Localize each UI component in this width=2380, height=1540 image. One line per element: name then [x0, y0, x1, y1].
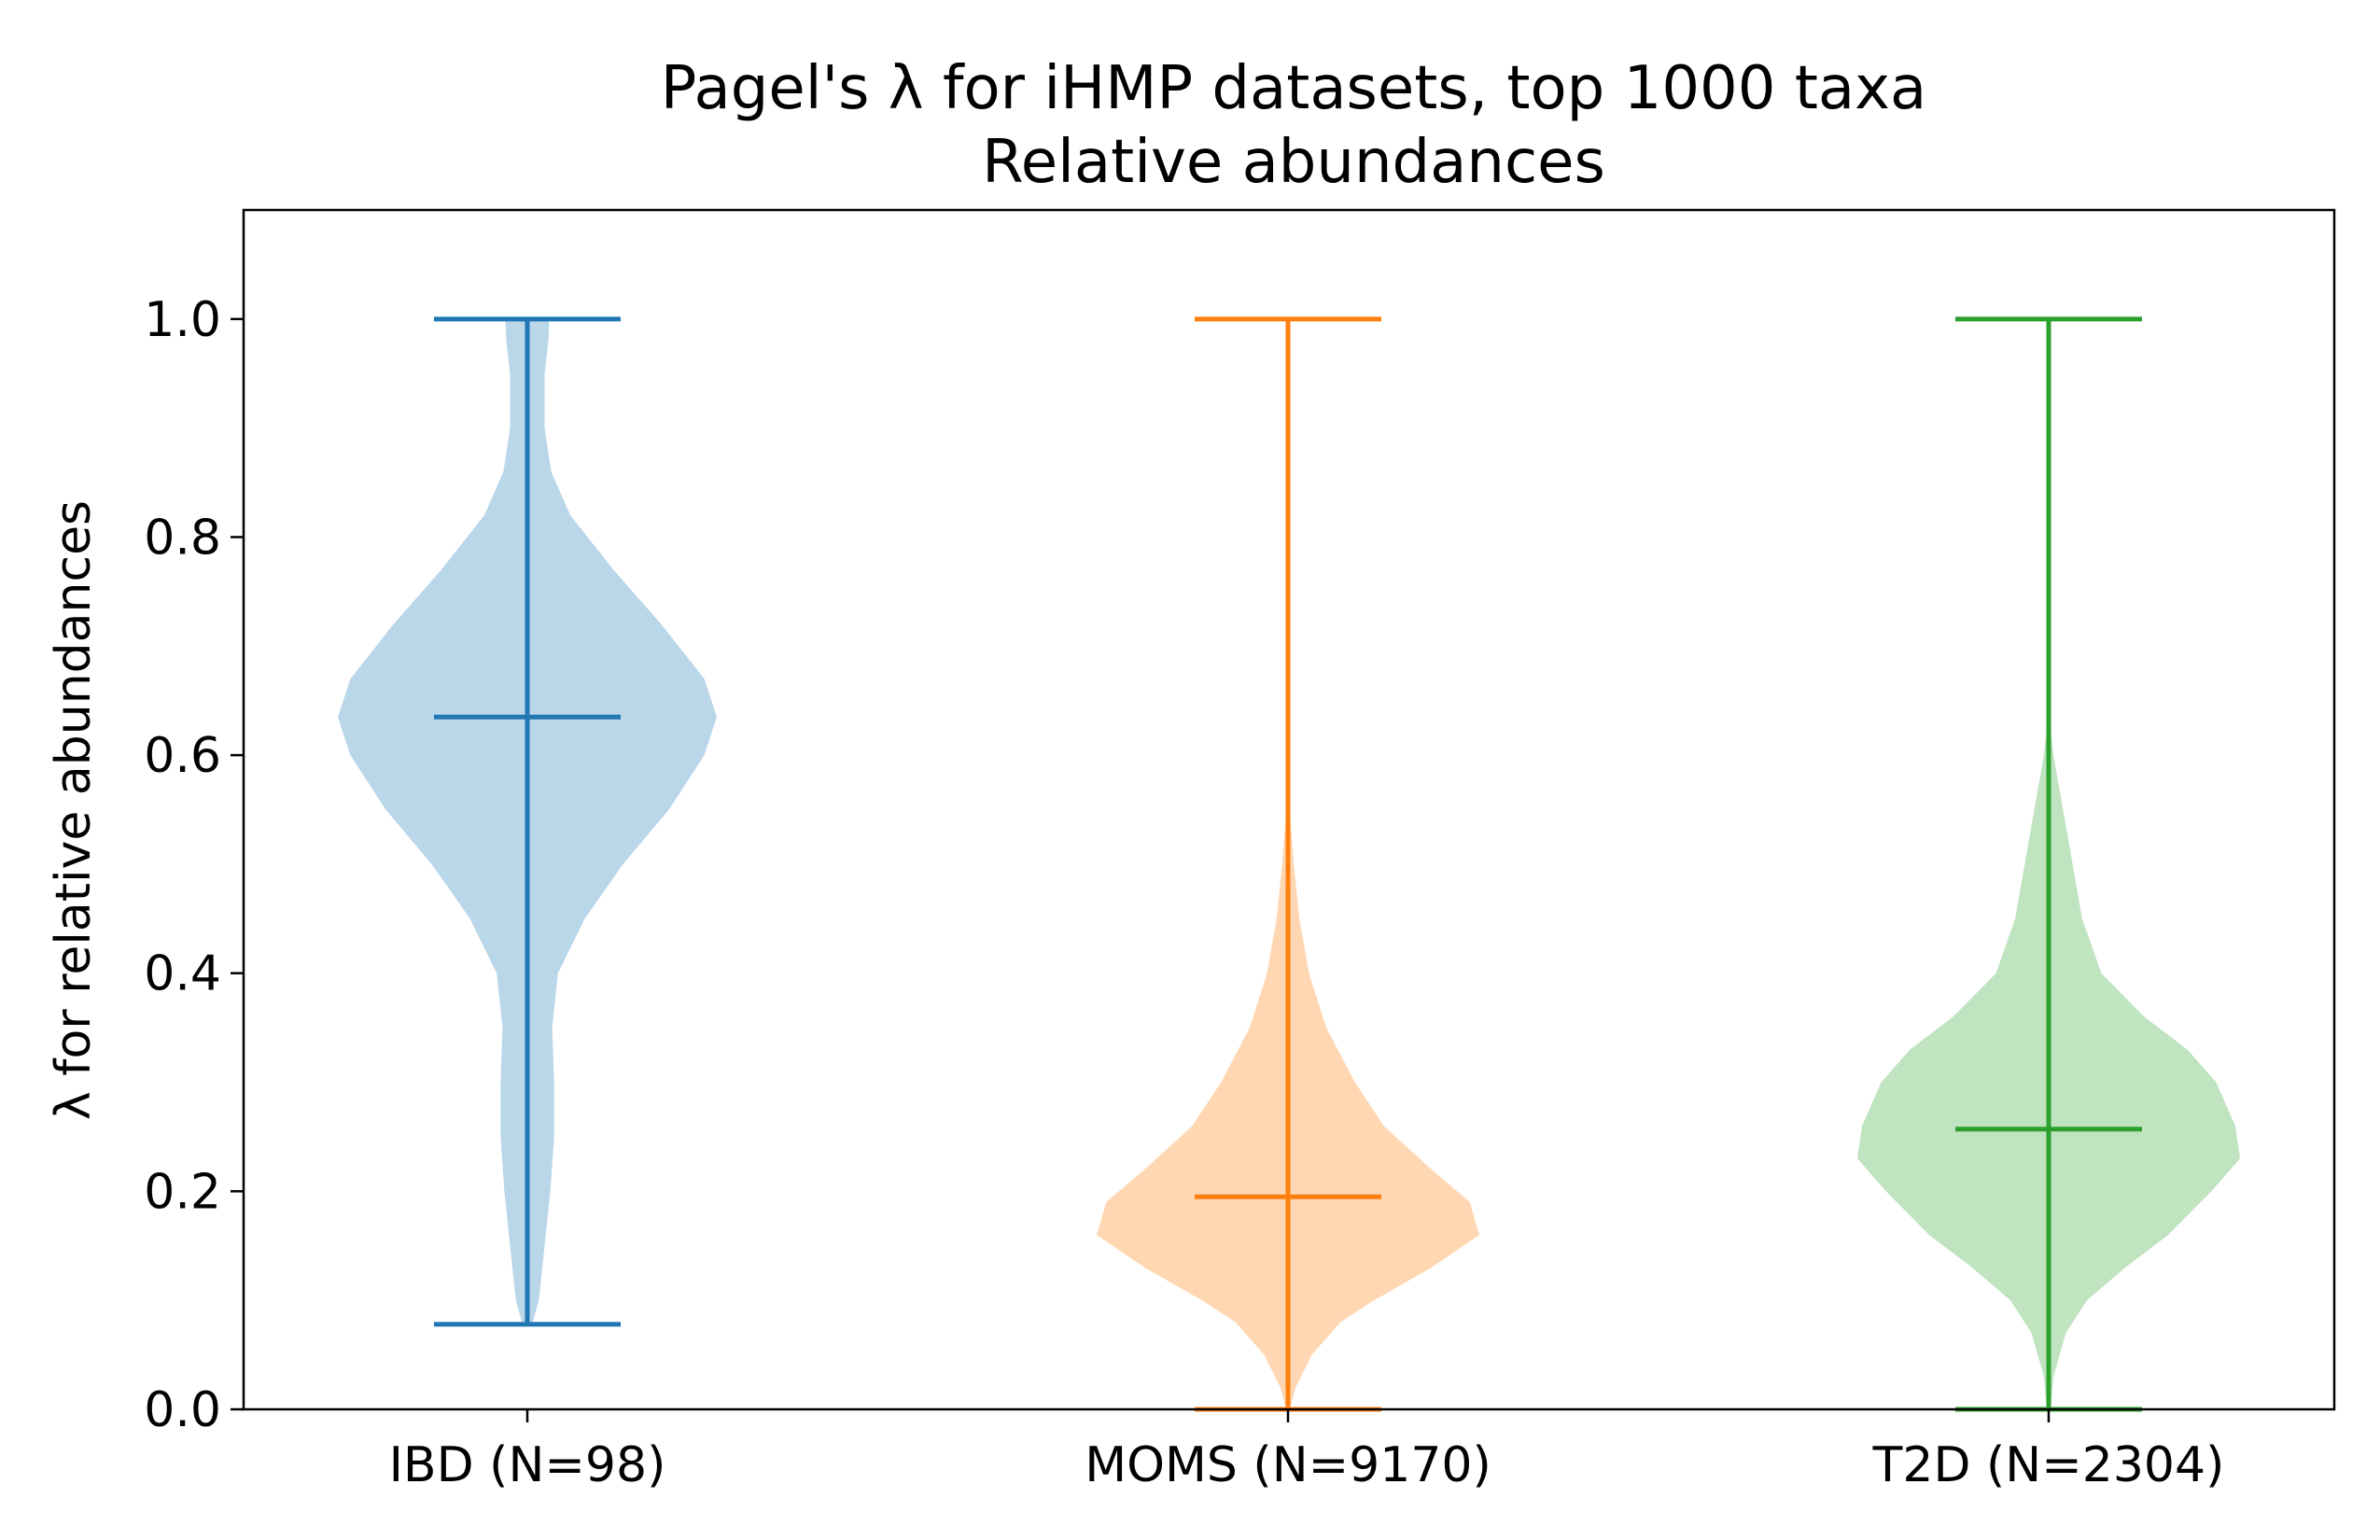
y-tick-label: 0.0 [144, 1382, 221, 1438]
y-axis: 0.0 0.2 0.4 0.6 0.8 1.0 [144, 292, 244, 1438]
y-axis-label: λ for relative abundances [46, 500, 102, 1120]
x-tick-label: T2D (N=2304) [1872, 1437, 2225, 1493]
y-tick-label: 0.8 [144, 510, 221, 566]
x-tick-label: IBD (N=98) [389, 1437, 666, 1493]
y-tick-label: 0.2 [144, 1164, 221, 1220]
chart-title: Pagel's λ for iHMP datasets, top 1000 ta… [661, 54, 1926, 123]
x-tick-label: MOMS (N=9170) [1085, 1437, 1491, 1493]
y-tick-label: 0.6 [144, 728, 221, 784]
violin-group [338, 316, 2240, 1412]
x-axis: IBD (N=98) MOMS (N=9170) T2D (N=2304) [389, 1409, 2225, 1493]
y-tick-label: 0.4 [144, 946, 221, 1002]
y-tick-label: 1.0 [144, 292, 221, 348]
chart-subtitle: Relative abundances [982, 128, 1605, 197]
